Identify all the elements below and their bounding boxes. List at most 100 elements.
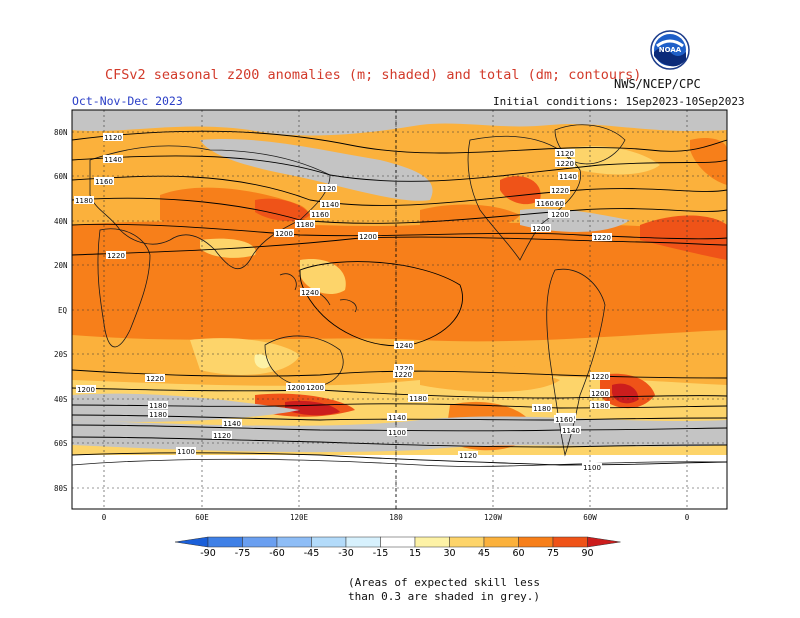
contour-label: 1140 xyxy=(104,156,122,164)
anomaly-north-atlantic xyxy=(640,215,727,260)
contour-label: 1160 xyxy=(555,416,573,424)
lon-label-180: 180 xyxy=(389,513,403,522)
colorbar-max-arrow xyxy=(587,536,621,548)
contour-label: 1200 xyxy=(77,386,95,394)
contour-1220-south xyxy=(72,369,727,379)
noaa-logo: NOAA xyxy=(650,30,690,70)
contour-label-box xyxy=(176,447,196,455)
contour-label: 1180 xyxy=(409,395,427,403)
contour-label-box xyxy=(387,413,407,421)
colorbar-segment-pos_75 xyxy=(552,536,588,548)
contour-label-box xyxy=(387,428,407,436)
north-america-outline xyxy=(467,135,582,261)
lon-label-60w: 60W xyxy=(583,513,597,522)
season-label: Oct-Nov-Dec 2023 xyxy=(72,94,183,108)
lat-labels: 80N 60N 40N 20N EQ 20S 40S 60S 80S xyxy=(54,128,68,493)
contour-label-box xyxy=(300,288,320,296)
contour-label-box xyxy=(212,431,232,439)
contour-label-box xyxy=(590,389,610,397)
contour-label: 1120 xyxy=(213,432,231,440)
contour-label: 1120 xyxy=(318,185,336,193)
colorbar-tick-label: -60 xyxy=(269,548,285,559)
anomaly-maritime-pale xyxy=(300,259,346,295)
contour-label: 1200 xyxy=(359,233,377,241)
contour-label: 1200 xyxy=(591,390,609,398)
contour-label: 1180 xyxy=(591,402,609,410)
contour-label: 1240 xyxy=(395,342,413,350)
skill-note-line1: (Areas of expected skill less xyxy=(348,576,541,589)
contour-label-box xyxy=(590,372,610,380)
contour-1180-south xyxy=(72,403,727,409)
colorbar-tick-label: 15 xyxy=(409,548,421,559)
lat-label-40s: 40S xyxy=(54,395,68,404)
contour-label-box xyxy=(145,374,165,382)
contour-label-box xyxy=(295,220,315,228)
contour-label: 1140 xyxy=(562,427,580,435)
anomaly-north-pacific xyxy=(420,204,520,228)
contour-label-box xyxy=(317,184,337,192)
colorbar-tick-label: -75 xyxy=(235,548,251,559)
contour-label: 1200 xyxy=(551,211,569,219)
lon-label-0: 0 xyxy=(102,513,107,522)
contour-label: 1200 xyxy=(275,230,293,238)
grey-mask-south-indian xyxy=(72,393,300,422)
map-field xyxy=(72,110,727,509)
agency-label: NWS/NCEP/CPC xyxy=(614,77,701,91)
contour-label-box xyxy=(274,229,294,237)
contour-1140-north xyxy=(72,155,727,182)
contour-label: 1220 xyxy=(394,371,412,379)
contour-label: 1240 xyxy=(301,289,319,297)
colorbar-tick-label: -90 xyxy=(200,548,216,559)
lat-label-40n: 40N xyxy=(54,217,68,226)
eurasia-outline xyxy=(89,145,331,270)
colorbar-segment-pos_30 xyxy=(449,536,485,548)
contour-label-box xyxy=(103,155,123,163)
contour-label: 1140 xyxy=(388,414,406,422)
contour-label-box xyxy=(286,383,306,391)
antarctic-white xyxy=(72,455,727,509)
lat-label-60s: 60S xyxy=(54,439,68,448)
contour-labels: 1120114011601180120012201120114011601180… xyxy=(74,133,612,472)
antarctica-outline xyxy=(72,458,727,467)
map-frame xyxy=(71,109,728,510)
contour-1120-north xyxy=(72,130,727,154)
contour-label: 1100 xyxy=(388,429,406,437)
contour-label-box xyxy=(148,410,168,418)
skill-note-line2: than 0.3 are shaded in grey.) xyxy=(348,590,541,603)
contour-label-box xyxy=(394,364,414,372)
contour-label: 1100 xyxy=(177,448,195,456)
colorbar-segment-neg_15 xyxy=(345,536,381,548)
colorbar-tick-label: -30 xyxy=(338,548,354,559)
contour-label: 1140 xyxy=(223,420,241,428)
contour-label-box xyxy=(555,149,575,157)
contour-label-box xyxy=(358,232,378,240)
colorbar-tick-label: 75 xyxy=(547,548,559,559)
contour-label: 1160 xyxy=(95,178,113,186)
colorbar-tick-label: 30 xyxy=(443,548,455,559)
contour-label: 1200 xyxy=(287,384,305,392)
africa-outline xyxy=(97,228,151,348)
contour-label: 1180 xyxy=(296,221,314,229)
contour-label: 1220 xyxy=(395,365,413,373)
contour-label-box xyxy=(582,463,602,471)
lat-label-20n: 20N xyxy=(54,261,68,270)
contour-label-box xyxy=(320,200,340,208)
anomaly-south-pacific xyxy=(420,358,560,392)
contour-label: 1220 xyxy=(551,187,569,195)
colorbar-min-arrow xyxy=(174,536,209,548)
contour-label: 1180 xyxy=(533,405,551,413)
anomaly-japan xyxy=(255,198,310,222)
colorbar-segment-pos_15 xyxy=(414,536,450,548)
colorbar-tick-label: -45 xyxy=(304,548,320,559)
contour-label: 1120 xyxy=(459,452,477,460)
contour-label-box xyxy=(590,401,610,409)
colorbar: -90 -75 -60 -45 -30 -15 15 30 45 60 75 90 xyxy=(174,536,621,559)
colorbar-segment-neg_45 xyxy=(276,536,312,548)
lon-label-120w: 120W xyxy=(484,513,503,522)
grey-mask-north-pacific xyxy=(200,139,433,201)
initial-conditions-label: Initial conditions: 1Sep2023-10Sep2023 xyxy=(493,95,745,108)
contour-label: 1100 xyxy=(583,464,601,472)
contour-label-box xyxy=(532,404,552,412)
contour-label: 1180 xyxy=(149,411,167,419)
contour-1200-north xyxy=(72,223,727,240)
